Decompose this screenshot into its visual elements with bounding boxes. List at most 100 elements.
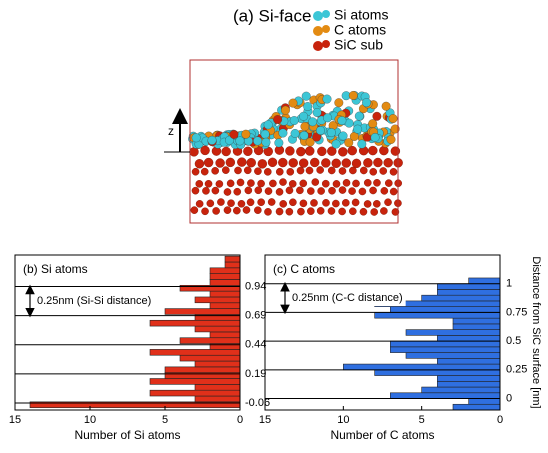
atom [212, 167, 219, 174]
atom [328, 187, 335, 194]
bar [150, 390, 240, 396]
atom [339, 167, 346, 174]
bar [195, 384, 240, 390]
atom [312, 178, 319, 185]
atom [322, 199, 329, 206]
atom [371, 208, 378, 215]
atom [342, 159, 351, 168]
bar [422, 295, 500, 301]
legend-dot [313, 26, 323, 36]
atom [258, 159, 267, 168]
atom [302, 92, 311, 101]
bar [225, 262, 240, 268]
atom [303, 102, 312, 111]
atom [276, 208, 283, 215]
atom [242, 130, 251, 139]
atom [268, 198, 275, 205]
atom [296, 187, 303, 194]
y-tick-label: 1 [506, 278, 512, 290]
atom [358, 140, 367, 149]
bar [210, 303, 240, 309]
bar [210, 332, 240, 338]
y-tick-label: 0.44 [245, 339, 266, 351]
y-tick-label: 0.94 [245, 280, 266, 292]
atom [247, 199, 254, 206]
atom [213, 207, 220, 214]
atom [196, 180, 203, 187]
bar [469, 278, 500, 284]
atom [328, 167, 335, 174]
bar [422, 387, 500, 393]
atom [339, 208, 346, 215]
atom [342, 199, 349, 206]
atom [233, 207, 240, 214]
legend-dot [313, 11, 323, 21]
chart-title: (c) C atoms [273, 262, 335, 276]
bar [390, 393, 500, 399]
atom [224, 188, 231, 195]
atom [268, 158, 277, 167]
atom [390, 168, 397, 175]
atom [290, 116, 299, 125]
x-tick-label: 10 [84, 414, 96, 426]
atom [322, 180, 329, 187]
atom [371, 133, 380, 142]
atom [316, 126, 325, 135]
atom [300, 131, 309, 140]
atom [310, 158, 319, 167]
x-tick-label: 10 [337, 414, 349, 426]
atom [369, 187, 376, 194]
y-tick-label: 0.25 [506, 364, 527, 376]
atom [217, 198, 224, 205]
atom [253, 137, 262, 146]
atom [264, 208, 271, 215]
figure: (a) Si-face z Si atomsC atomsSiC sub-0.0… [0, 0, 548, 453]
atom [364, 200, 371, 207]
bar [195, 396, 240, 402]
bar [150, 349, 240, 355]
atom [201, 168, 208, 175]
atom [353, 125, 362, 134]
atom [313, 108, 322, 117]
atom [247, 180, 254, 187]
bar [210, 291, 240, 297]
atom [247, 158, 256, 167]
atom [297, 208, 304, 215]
annotation: 0.25nm (C-C distance) [292, 292, 403, 304]
atom [243, 206, 250, 213]
bar [375, 370, 500, 376]
bar [437, 284, 500, 290]
atom [368, 146, 377, 155]
atom [308, 118, 317, 127]
bar [150, 379, 240, 385]
atom [216, 159, 225, 168]
x-tick-label: 0 [497, 414, 503, 426]
atom [237, 158, 246, 167]
legend-label: SiC sub [334, 37, 383, 53]
atom [317, 147, 326, 156]
atom [234, 167, 241, 174]
atom [285, 146, 294, 155]
bar [210, 274, 240, 280]
atom [258, 199, 265, 206]
z-label: z [168, 124, 174, 138]
atom [289, 158, 298, 167]
atom [227, 200, 234, 207]
atom [299, 112, 308, 121]
atom [201, 208, 208, 215]
atom [192, 168, 199, 175]
atom [299, 159, 308, 168]
atom [379, 146, 388, 155]
bar [195, 326, 240, 332]
atom [269, 180, 276, 187]
bar [453, 318, 500, 324]
atom [363, 158, 372, 167]
atom [280, 200, 287, 207]
atom [276, 168, 283, 175]
bar [469, 399, 500, 405]
x-axis-label: Number of C atoms [330, 428, 434, 442]
annotation: 0.25nm (Si-Si distance) [37, 295, 151, 307]
x-tick-label: 5 [419, 414, 425, 426]
atom [245, 187, 252, 194]
atom-render [188, 91, 402, 215]
